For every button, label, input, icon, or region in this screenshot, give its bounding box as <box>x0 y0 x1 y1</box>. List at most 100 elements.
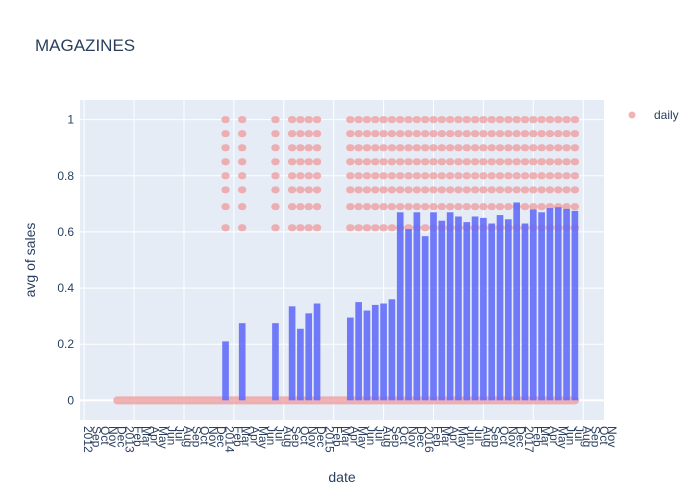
daily-point-cluster <box>238 144 247 152</box>
daily-point-cluster <box>520 144 530 152</box>
daily-point-cluster <box>479 172 488 180</box>
daily-point-cluster <box>387 224 397 232</box>
daily-point-cluster <box>379 172 388 180</box>
x-tick-label: Sep <box>89 426 103 448</box>
x-tick-label: Jul <box>472 426 486 441</box>
x-tick-label: Dec <box>214 426 228 447</box>
x-tick-label: Apr <box>347 426 361 445</box>
daily-point-cluster <box>445 116 455 124</box>
x-tick-label: Mar <box>539 426 553 447</box>
daily-point-cluster <box>312 172 322 180</box>
chart-title: MAGAZINES <box>35 36 135 55</box>
daily-point-cluster <box>412 172 422 180</box>
daily-point-cluster <box>354 130 363 138</box>
daily-point-cluster <box>570 144 580 152</box>
bar <box>446 212 454 401</box>
daily-point-cluster <box>404 203 413 211</box>
x-tick-label: 2013 <box>123 426 137 453</box>
daily-point-cluster <box>454 172 463 180</box>
daily-point-cluster <box>445 130 455 138</box>
daily-point-cluster <box>537 144 546 152</box>
daily-point-cluster <box>371 172 380 180</box>
daily-series <box>113 116 580 405</box>
daily-point-cluster <box>487 130 496 138</box>
daily-point-cluster <box>470 130 480 138</box>
x-tick-label: Oct <box>98 426 112 445</box>
daily-point-cluster <box>445 144 455 152</box>
daily-point-cluster <box>462 116 471 124</box>
daily-point-cluster <box>354 224 363 232</box>
daily-point-cluster <box>562 186 571 194</box>
daily-point-cluster <box>312 144 322 152</box>
daily-point-cluster <box>554 172 563 180</box>
daily-point-cluster <box>445 172 455 180</box>
daily-point-cluster <box>354 203 363 211</box>
daily-point-cluster <box>437 203 446 211</box>
daily-point-cluster <box>504 186 513 194</box>
daily-point-cluster <box>487 144 496 152</box>
daily-point-cluster <box>287 186 297 194</box>
bar <box>380 303 387 401</box>
daily-point-cluster <box>396 172 405 180</box>
daily-point-cluster <box>238 172 247 180</box>
daily-point-cluster <box>562 158 571 166</box>
x-tick-label: Sep <box>289 426 303 448</box>
daily-point-cluster <box>371 116 380 124</box>
daily-point-cluster <box>437 172 446 180</box>
daily-point-cluster <box>562 130 571 138</box>
daily-point-cluster <box>296 224 305 232</box>
x-tick-label: Mar <box>339 426 353 447</box>
daily-point-cluster <box>462 144 471 152</box>
bar <box>430 212 437 401</box>
daily-point-cluster <box>404 172 413 180</box>
daily-point-cluster <box>545 172 555 180</box>
x-tick-label: Sep <box>589 426 603 448</box>
x-tick-label: Dec <box>514 426 528 447</box>
x-tick-label: Feb <box>231 426 245 447</box>
daily-point-cluster <box>346 203 355 211</box>
daily-point-cluster <box>412 158 422 166</box>
x-tick-label: Feb <box>430 426 444 447</box>
x-tick-label: Dec <box>114 426 128 447</box>
daily-point-cluster <box>504 158 513 166</box>
y-tick-label: 0.4 <box>57 281 74 295</box>
daily-point-cluster <box>304 203 313 211</box>
daily-point-cluster <box>296 172 305 180</box>
daily-point-cluster <box>520 158 530 166</box>
bar <box>346 317 354 401</box>
daily-point-cluster <box>512 158 521 166</box>
daily-point-cluster <box>470 116 480 124</box>
y-tick-label: 0 <box>67 393 74 407</box>
daily-point-cluster <box>462 186 471 194</box>
legend[interactable]: daily <box>628 108 679 122</box>
y-tick-label: 1 <box>67 113 74 127</box>
daily-point-cluster <box>421 144 430 152</box>
daily-point-cluster <box>421 224 430 232</box>
x-tick-label: 2014 <box>223 426 237 453</box>
x-tick-label: Jul <box>173 426 187 441</box>
daily-point-cluster <box>429 158 438 166</box>
x-tick-label: Feb <box>530 426 544 447</box>
daily-point-cluster <box>512 172 521 180</box>
daily-point-cluster <box>454 158 463 166</box>
daily-point-cluster <box>312 116 322 124</box>
daily-point-cluster <box>379 158 388 166</box>
bar <box>496 215 504 401</box>
daily-point-cluster <box>238 224 247 232</box>
daily-point-cluster <box>512 144 521 152</box>
daily-point-cluster <box>504 130 513 138</box>
bar <box>563 208 570 401</box>
daily-point-cluster <box>346 172 355 180</box>
daily-point-cluster <box>470 158 480 166</box>
x-tick-label: 2012 <box>81 426 95 453</box>
daily-point-cluster <box>221 224 230 232</box>
daily-point-cluster <box>271 144 280 152</box>
daily-point-cluster <box>495 172 505 180</box>
daily-point-cluster <box>570 172 580 180</box>
daily-point-cluster <box>529 158 538 166</box>
daily-point-cluster <box>537 158 546 166</box>
daily-point-cluster <box>396 158 405 166</box>
daily-point-cluster <box>479 116 488 124</box>
daily-point-cluster <box>562 144 571 152</box>
